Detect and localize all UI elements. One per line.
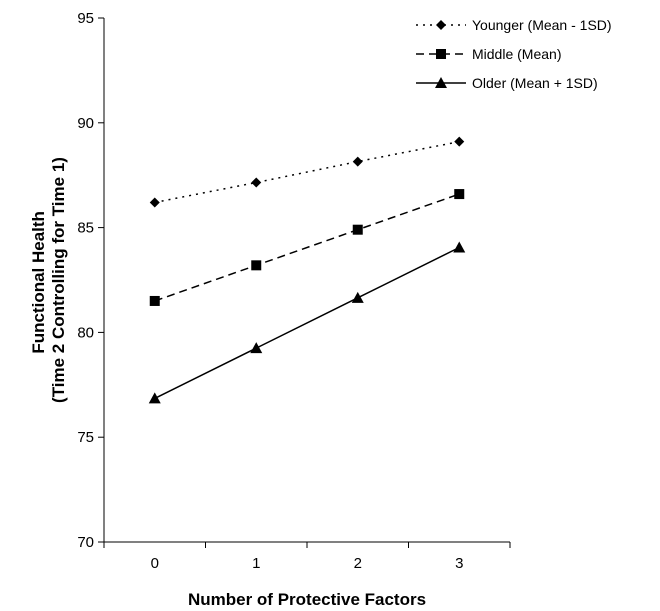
axes (103, 18, 510, 543)
legend-label: Middle (Mean) (472, 46, 561, 62)
series-line (154, 193, 460, 302)
x-tick-label: 1 (252, 555, 260, 572)
legend: Younger (Mean - 1SD) Middle (Mean) Older (… (416, 17, 612, 91)
square-marker (149, 295, 160, 306)
triangle-marker (250, 342, 263, 354)
diamond-marker (436, 20, 446, 30)
y-tick-label: 85 (77, 220, 94, 237)
triangle-marker (435, 77, 447, 88)
triangle-marker (148, 392, 161, 404)
legend-item: Younger (Mean - 1SD) (416, 17, 612, 33)
square-marker (352, 224, 363, 235)
legend-item: Middle (Mean) (416, 46, 561, 62)
diamond-marker (251, 177, 262, 188)
diamond-marker (454, 136, 465, 147)
series-square (149, 189, 465, 306)
y-tick-label: 90 (77, 115, 94, 132)
legend-label: Younger (Mean - 1SD) (472, 17, 612, 33)
series-diamond (149, 136, 465, 208)
square-marker (436, 49, 446, 59)
triangle-marker (351, 291, 364, 303)
x-tick-label: 3 (455, 555, 463, 572)
y-tick-label: 75 (77, 429, 94, 446)
series-line (154, 246, 460, 400)
series-triangle (148, 241, 466, 404)
legend-label: Older (Mean + 1SD) (472, 75, 598, 91)
y-axis-title-line-2: (Time 2 Controlling for Time 1) (49, 157, 68, 403)
series-layer (148, 136, 466, 404)
y-tick-label: 70 (77, 534, 94, 551)
y-tick-label: 80 (77, 324, 94, 341)
y-axis-ticks: 70 75 80 85 90 95 (77, 10, 104, 551)
y-tick-label: 95 (77, 10, 94, 27)
legend-item: Older (Mean + 1SD) (416, 75, 598, 91)
square-marker (251, 260, 262, 271)
y-axis-title: Functional Health (Time 2 Controlling fo… (29, 157, 68, 403)
y-axis-title-line-1: Functional Health (29, 211, 48, 354)
x-tick-label: 0 (151, 555, 159, 572)
diamond-marker (352, 156, 363, 167)
x-tick-label: 2 (354, 555, 362, 572)
x-axis-title: Number of Protective Factors (188, 590, 426, 609)
triangle-marker (453, 241, 466, 253)
series-line (154, 140, 460, 204)
square-marker (454, 189, 465, 200)
x-axis-ticks: 0 1 2 3 (103, 542, 511, 572)
diamond-marker (149, 197, 160, 208)
